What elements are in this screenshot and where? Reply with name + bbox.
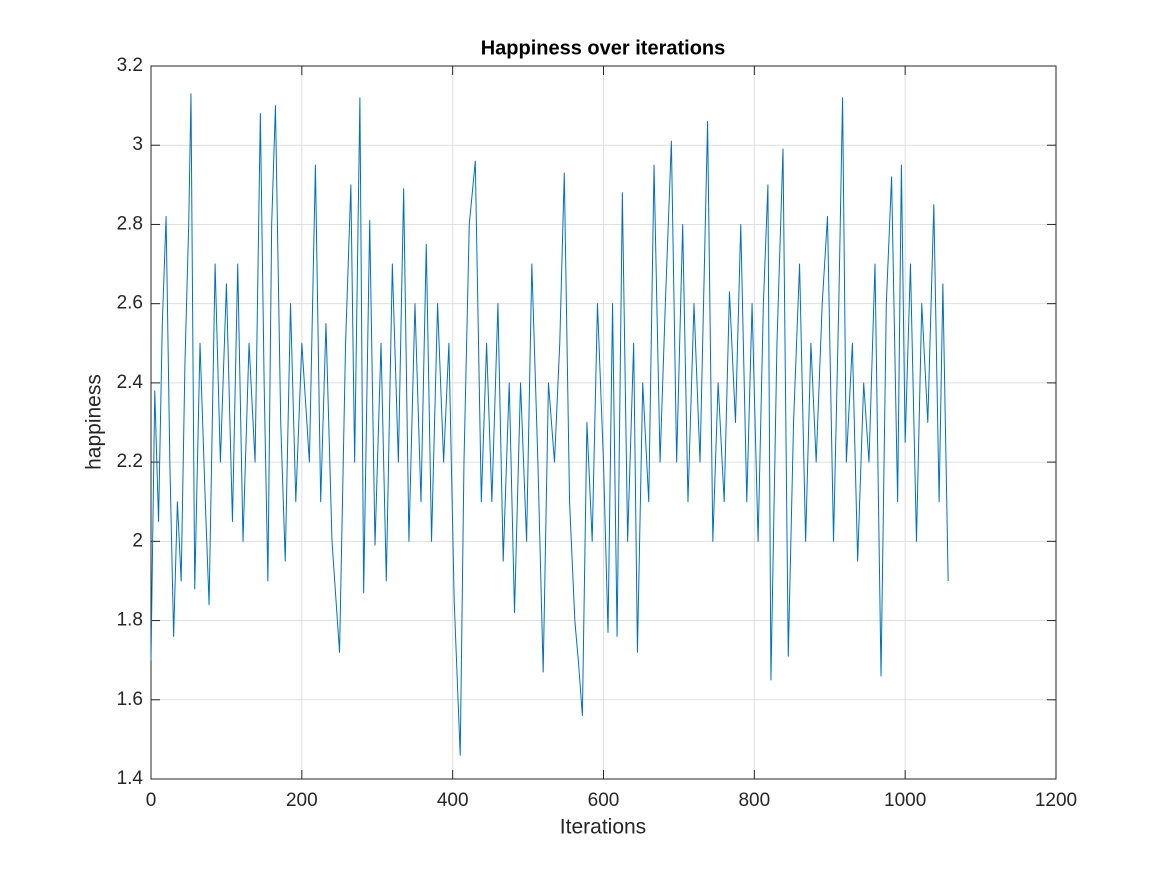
y-tick-label: 2.8: [117, 213, 143, 234]
y-axis-label: happiness: [83, 374, 106, 470]
y-tick-label: 3.2: [117, 55, 143, 76]
y-tick-label: 2.6: [117, 293, 143, 314]
x-tick-label: 1200: [1035, 790, 1077, 811]
y-tick-label: 3: [132, 134, 143, 155]
x-tick-label: 1000: [884, 790, 926, 811]
y-tick-label: 2.4: [117, 372, 144, 393]
x-tick-label: 200: [286, 790, 318, 811]
x-tick-label: 0: [146, 790, 157, 811]
data-line: [150, 93, 949, 756]
x-axis-label: Iterations: [560, 816, 646, 839]
y-tick-label: 1.6: [117, 689, 143, 710]
y-tick-label: 2: [132, 530, 143, 551]
y-tick-label: 1.4: [117, 768, 144, 789]
x-tick-label: 800: [738, 790, 770, 811]
chart-title: Happiness over iterations: [481, 37, 726, 59]
y-tick-label: 2.2: [117, 451, 143, 472]
x-tick-label: 400: [437, 790, 469, 811]
y-tick-label: 1.8: [117, 610, 143, 631]
x-tick-label: 600: [588, 790, 620, 811]
